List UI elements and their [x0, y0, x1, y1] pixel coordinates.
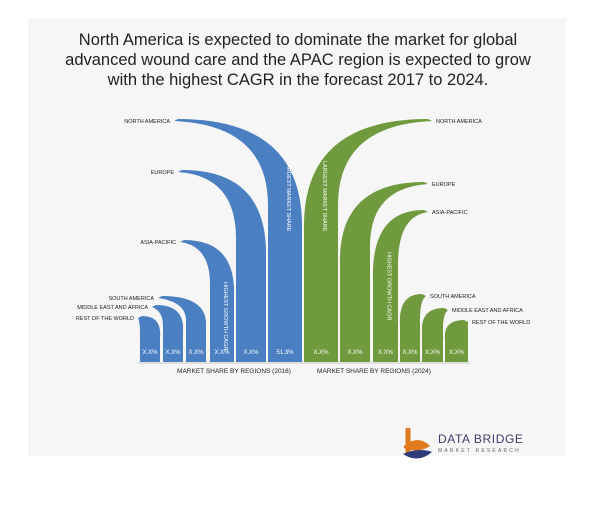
region-label: REST OF THE WORLD: [76, 316, 134, 322]
bar-value-label: X.X%: [214, 350, 230, 356]
region-label: SOUTH AMERICA: [430, 294, 476, 300]
region-label: ASIA-PACIFIC: [140, 240, 176, 246]
bar-value-label: X.X%: [313, 350, 329, 356]
bar-value-label: X.X%: [425, 350, 441, 356]
bar-asia-pacific: [372, 210, 428, 362]
region-label: EUROPE: [151, 170, 175, 176]
bar-europe: [339, 182, 428, 362]
bar-value-label: X.X%: [402, 350, 418, 356]
region-label: EUROPE: [432, 182, 456, 188]
bar-south-america: [158, 296, 207, 362]
axis-label-2016: MARKET SHARE BY REGIONS (2016): [177, 368, 291, 375]
bar-annotation: LARGEST MARKET SHARE: [321, 161, 327, 232]
bar-rest-of-the-world: [138, 316, 161, 362]
region-label: REST OF THE WORLD: [472, 320, 530, 326]
headline: North America is expected to dominate th…: [65, 31, 531, 89]
logo-subtitle: MARKET RESEARCH: [438, 448, 521, 454]
region-label: SOUTH AMERICA: [108, 296, 154, 302]
bar-annotation: HIGHEST GROWTH CAGR: [222, 282, 228, 350]
bar-value-label: 51.3%: [276, 350, 294, 356]
bar-north-america: [303, 119, 432, 362]
bar-annotation: LARGEST MARKET SHARE: [285, 161, 291, 232]
bar-annotation: HIGHEST GROWTH CAGR: [386, 252, 392, 320]
region-label: NORTH AMERICA: [124, 119, 170, 125]
region-label: NORTH AMERICA: [436, 119, 482, 125]
region-label: MIDDLE EAST AND AFRICA: [452, 308, 523, 314]
bar-middle-east-and-africa: [421, 308, 448, 362]
bar-rest-of-the-world: [444, 320, 468, 362]
region-label: ASIA-PACIFIC: [432, 210, 468, 216]
bar-value-label: X.X%: [347, 350, 363, 356]
bar-value-label: X.X%: [142, 350, 158, 356]
bar-value-label: X.X%: [188, 350, 204, 356]
logo-title: DATA BRIDGE: [438, 432, 524, 446]
company-logo: DATA BRIDGE MARKET RESEARCH: [400, 424, 540, 464]
axis-label-2024: MARKET SHARE BY REGIONS (2024): [317, 368, 431, 375]
data-bridge-logo-icon: [403, 428, 432, 459]
bar-value-label: X.X%: [378, 350, 394, 356]
bar-middle-east-and-africa: [152, 305, 184, 362]
bar-europe: [178, 170, 267, 362]
region-label: MIDDLE EAST AND AFRICA: [77, 305, 148, 311]
bar-asia-pacific: [180, 240, 235, 362]
bar-north-america: [174, 119, 303, 362]
bar-south-america: [399, 294, 426, 362]
bar-value-label: X.X%: [449, 350, 465, 356]
bar-value-label: X.X%: [243, 350, 259, 356]
bar-value-label: X.X%: [165, 350, 181, 356]
